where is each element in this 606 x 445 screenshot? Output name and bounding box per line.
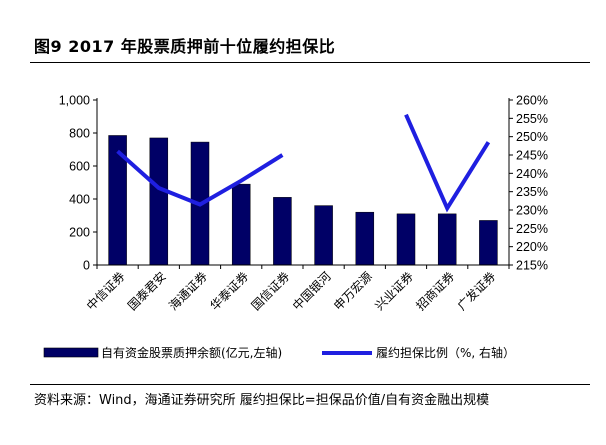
- bar-7: [355, 211, 375, 266]
- bar-9: [437, 213, 457, 266]
- category-label: 广发证券: [454, 269, 499, 314]
- right-tick-label: 220%: [516, 240, 548, 254]
- source-divider: [30, 384, 590, 385]
- source-note: 资料来源：Wind，海通证券研究所 履约担保比=担保品价值/自有资金融出规模: [34, 393, 490, 408]
- category-label: 国泰君安: [124, 269, 169, 314]
- right-tick-label: 250%: [516, 130, 548, 144]
- right-tick-label: 215%: [516, 259, 548, 273]
- legend-line-label: 履约担保比例（%, 右轴）: [376, 345, 515, 360]
- left-tick-label: 400: [69, 193, 90, 207]
- right-tick-label: 245%: [516, 149, 548, 163]
- category-label: 招商证券: [413, 269, 458, 314]
- category-label: 中信证券: [83, 269, 128, 314]
- category-label: 申万宏源: [330, 269, 375, 314]
- figure-title: 图9 2017 年股票质押前十位履约担保比: [34, 37, 336, 56]
- left-tick-label: 600: [69, 160, 90, 174]
- right-tick-label: 225%: [516, 222, 548, 236]
- bar-2: [149, 137, 169, 266]
- legend-bar-swatch: [43, 347, 99, 358]
- category-label: 海通证券: [166, 269, 211, 314]
- right-tick-label: 260%: [516, 94, 548, 108]
- right-tick-label: 240%: [516, 167, 548, 181]
- category-label: 兴业证券: [372, 269, 417, 314]
- bar-10: [479, 220, 498, 266]
- right-tick-label: 255%: [516, 112, 548, 126]
- left-tick-label: 0: [83, 259, 90, 273]
- category-label: 国信证券: [248, 269, 293, 314]
- bar-8: [396, 213, 416, 266]
- bar-4: [231, 183, 251, 266]
- left-tick-label: 800: [69, 127, 90, 141]
- right-tick-label: 235%: [516, 185, 548, 199]
- title-divider: [30, 62, 590, 63]
- right-tick-label: 230%: [516, 204, 548, 218]
- ratio-line-segment-1: [116, 149, 284, 207]
- category-label: 中国银河: [289, 269, 334, 314]
- ratio-line-segment-2: [404, 113, 491, 213]
- category-label: 华泰证券: [207, 269, 252, 314]
- legend-bar-label: 自有资金股票质押余额(亿元,左轴): [101, 345, 282, 360]
- bar-6: [314, 205, 333, 266]
- bar-5: [273, 197, 292, 266]
- left-tick-label: 1,000: [59, 94, 90, 108]
- left-tick-label: 200: [69, 226, 90, 240]
